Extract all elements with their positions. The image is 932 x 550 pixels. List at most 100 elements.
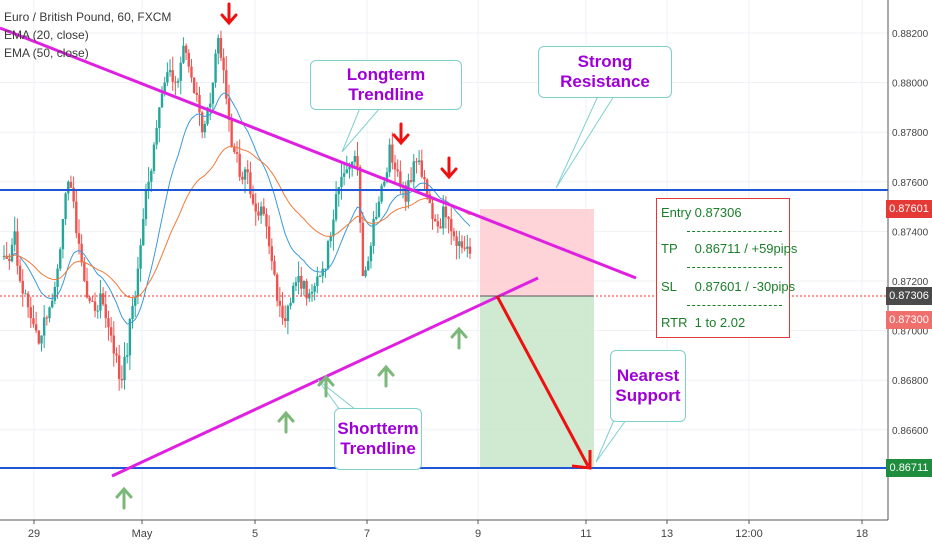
candle-body	[107, 318, 110, 328]
candle-body	[257, 211, 260, 216]
candle-body	[450, 219, 453, 232]
candle-body	[152, 144, 156, 171]
candle-body	[225, 70, 228, 99]
rtr-row: RTR 1 to 2.02	[661, 315, 745, 330]
ema-50-line	[3, 146, 471, 299]
candle-body	[83, 262, 86, 281]
candle-body	[67, 181, 70, 194]
candle-body	[345, 169, 349, 174]
ema-50-legend[interactable]: EMA (50, close)	[4, 46, 89, 60]
time-tick-label: May	[132, 528, 153, 540]
candle-body	[463, 247, 466, 249]
up-arrow-icon	[317, 374, 335, 398]
candle-body	[284, 318, 287, 322]
price-tick-label: 0.87600	[892, 178, 929, 189]
candle-body	[77, 233, 81, 244]
candle-body	[436, 221, 440, 227]
candle-body	[409, 180, 413, 182]
candle-body	[171, 70, 174, 82]
up-arrow-icon	[377, 364, 395, 388]
price-axis-ticks: 0.88200 0.88000 0.87800 0.87600 0.87400 0.872…	[892, 29, 929, 437]
candle-body	[200, 112, 204, 133]
candle-body	[385, 172, 389, 182]
support-price-tag: 0.86711	[886, 459, 932, 477]
longterm-callout-text: Longterm Trendline	[346, 65, 426, 104]
candle-body	[24, 293, 27, 295]
candle-body	[396, 169, 399, 172]
price-axis-panel	[888, 0, 932, 550]
candle-body	[254, 203, 257, 212]
candle-body	[275, 274, 279, 301]
candle-body	[21, 281, 24, 294]
candle-body	[243, 169, 247, 180]
tp-row: TP 0.86711 / +59pips	[661, 241, 797, 256]
candle-body	[147, 181, 150, 190]
longterm-trendline[interactable]	[0, 26, 637, 280]
candle-body	[155, 128, 158, 145]
candle-body	[377, 201, 381, 217]
price-tick-label: 0.88000	[892, 79, 929, 90]
candle-body	[246, 169, 249, 173]
shortterm-callout-text-1: Shortterm	[337, 419, 419, 438]
candle-body	[431, 203, 434, 219]
resistance-price-tag: 0.87601	[886, 200, 932, 218]
candle-body	[139, 245, 142, 269]
rtr-label: RTR	[661, 315, 688, 330]
candle-body	[468, 246, 472, 254]
candle-body	[310, 291, 314, 294]
candle-body	[184, 45, 188, 53]
candle-body	[294, 282, 298, 286]
candle-body	[348, 167, 351, 170]
candle-body	[230, 119, 233, 147]
candle-body	[375, 216, 378, 219]
candle-body	[329, 236, 332, 242]
resistance-callout-pointer	[555, 95, 615, 189]
candle-body	[383, 181, 386, 186]
time-tick-label: 29	[28, 528, 40, 540]
candle-body	[235, 152, 239, 154]
price-tick-label: 0.87200	[892, 277, 929, 288]
sl-label: SL	[661, 279, 677, 294]
candle-body	[163, 82, 166, 94]
time-tick-label: 12:00	[735, 528, 763, 540]
resistance-callout-text: Strong Resistance	[560, 52, 650, 91]
candle-body	[227, 98, 231, 120]
candle-body	[112, 335, 116, 354]
candle-body	[85, 281, 89, 298]
candle-body	[286, 305, 290, 322]
candle-body	[361, 222, 365, 277]
ema-20-legend[interactable]: EMA (20, close)	[4, 28, 89, 42]
candle-body	[214, 53, 217, 83]
candle-body	[120, 378, 124, 381]
trade-info-box: Entry 0.87306 TP 0.86711 / +59pips SL 0.…	[656, 198, 797, 338]
current-price-text: 0.87306	[889, 290, 929, 302]
time-tick-label: 7	[364, 528, 370, 540]
sl-row: SL 0.87601 / -30pips	[661, 279, 795, 294]
candle-body	[142, 219, 145, 246]
candle-body	[466, 246, 469, 249]
candle-body	[93, 301, 97, 311]
resistance-price-text: 0.87601	[889, 203, 929, 215]
candle-body	[326, 241, 330, 269]
time-axis-panel	[0, 520, 932, 550]
candle-body	[160, 93, 164, 108]
divider	[687, 267, 782, 268]
candle-body	[72, 187, 75, 202]
price-tick-label: 0.86600	[892, 426, 929, 437]
candle-body	[209, 103, 212, 108]
support-callout-text-2: Support	[615, 386, 681, 405]
candle-body	[233, 146, 236, 153]
candle-body	[96, 310, 99, 312]
candle-body	[168, 70, 172, 73]
symbol-title[interactable]: Euro / British Pound, 60, FXCM	[4, 10, 172, 24]
entry-price-text: 0.87300	[889, 314, 929, 326]
candle-body	[444, 206, 448, 218]
shortterm-callout-pointer	[317, 379, 358, 411]
sell-signal-arrows	[220, 2, 458, 180]
candle-body	[302, 281, 306, 289]
up-arrow-icon	[115, 486, 133, 510]
candle-body	[217, 37, 220, 54]
candle-body	[8, 258, 11, 262]
candle-body	[251, 194, 255, 204]
